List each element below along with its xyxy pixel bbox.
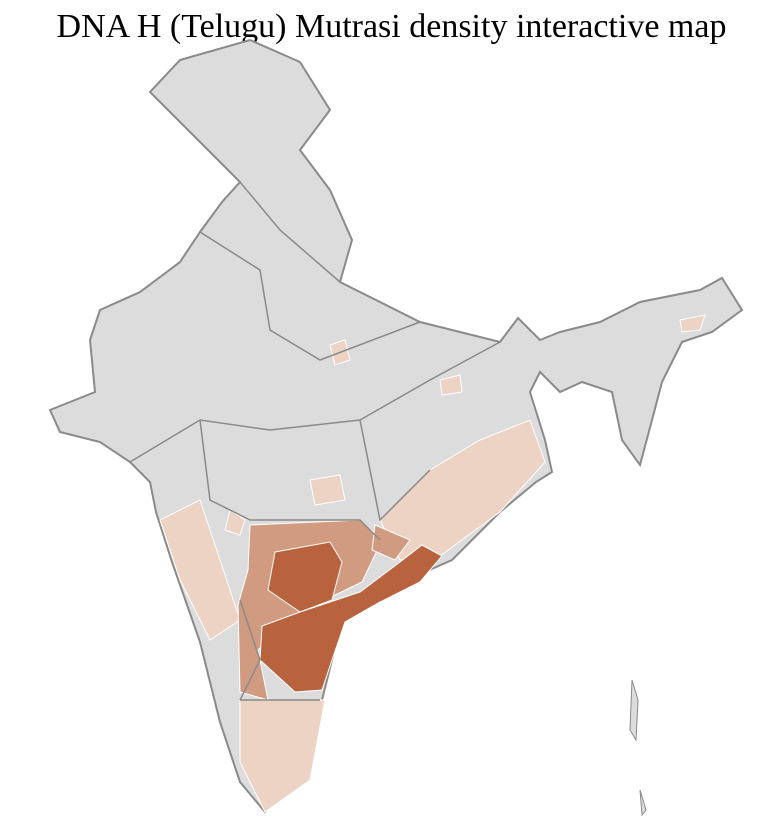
district-region-low-density[interactable]	[309, 474, 346, 506]
andaman-islands	[629, 679, 647, 817]
district-region-medium-density[interactable]	[371, 524, 411, 561]
district-region-low-density[interactable]	[439, 374, 463, 396]
district-region-low-density[interactable]	[679, 314, 706, 333]
map-title: DNA H (Telugu) Mutrasi density interacti…	[56, 8, 727, 45]
india-outline[interactable]	[48, 38, 744, 814]
district-region-high-density[interactable]	[259, 544, 443, 693]
state-border	[129, 181, 501, 701]
district-region-high-density[interactable]	[267, 541, 343, 613]
district-region-low-density[interactable]	[224, 509, 246, 536]
